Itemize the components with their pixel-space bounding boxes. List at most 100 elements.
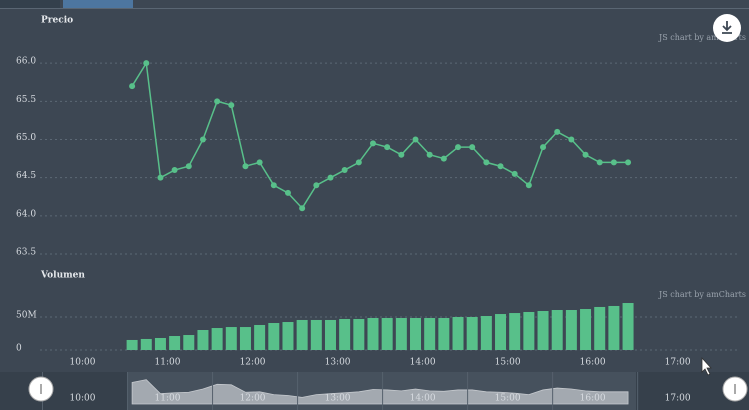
volume-bar	[324, 319, 336, 350]
x-tick-label: 11:00	[155, 358, 181, 368]
volume-bar	[154, 337, 166, 350]
price-point	[483, 159, 490, 166]
navigator-tick-label: 10:00	[70, 394, 96, 404]
tab[interactable]	[0, 0, 60, 8]
price-point	[426, 151, 433, 158]
x-tick-label: 14:00	[410, 358, 436, 368]
y-tick-label: 65.5	[16, 95, 36, 105]
volume-bar	[509, 313, 521, 350]
x-tick-label: 13:00	[325, 358, 351, 368]
download-button[interactable]	[713, 14, 741, 42]
credit: JS chart by amCharts	[658, 290, 746, 299]
volume-bar	[126, 339, 138, 350]
volume-bar	[452, 317, 464, 350]
price-point	[313, 182, 320, 189]
price-point	[284, 189, 291, 196]
volume-bar	[197, 330, 209, 350]
volume-bar	[523, 311, 535, 350]
volume-bar	[310, 319, 322, 350]
volume-bar	[296, 319, 308, 350]
price-point	[440, 155, 447, 162]
volume-bar	[353, 318, 365, 350]
navigator-tick-label: 12:00	[240, 394, 266, 404]
volume-bar	[381, 317, 393, 350]
volume-bar	[211, 328, 223, 350]
price-point	[341, 167, 348, 174]
navigator-tick-label: 16:00	[580, 394, 606, 404]
volume-bar	[551, 310, 563, 350]
volume-bar	[339, 318, 351, 350]
y-tick-label: 63.5	[16, 248, 36, 258]
y-tick-label: 0	[16, 344, 22, 354]
credit: JS chart by amCharts	[658, 33, 746, 42]
price-point	[455, 144, 462, 151]
price-point	[568, 136, 575, 143]
y-tick-label: 64.0	[16, 209, 36, 219]
price-point	[369, 140, 376, 147]
price-point	[355, 159, 362, 166]
price-point	[511, 170, 518, 177]
panel-title: Volumen	[40, 271, 85, 281]
price-point	[525, 182, 532, 189]
price-point	[469, 144, 476, 151]
volume-bar	[495, 314, 507, 350]
price-point	[540, 144, 547, 151]
volume-bar	[565, 310, 577, 350]
navigator-handle[interactable]	[722, 376, 748, 402]
price-point	[384, 144, 391, 151]
volume-bar	[169, 336, 181, 350]
volume-bar	[410, 317, 422, 350]
price-point	[398, 151, 405, 158]
panel-title: Precio	[41, 16, 73, 26]
y-tick-label: 50M	[16, 311, 37, 321]
price-point	[554, 128, 561, 135]
volume-bar	[424, 317, 436, 350]
volume-bar	[537, 310, 549, 350]
price-point	[242, 163, 249, 170]
x-tick-label: 15:00	[495, 358, 521, 368]
volume-bar	[183, 335, 195, 350]
price-point	[625, 159, 632, 166]
navigator-area	[131, 379, 629, 405]
navigator-tick-label: 11:00	[155, 394, 181, 404]
volume-bar	[282, 322, 294, 350]
y-tick-label: 64.5	[16, 171, 36, 181]
price-point	[171, 167, 178, 174]
x-tick-label: 12:00	[240, 358, 266, 368]
tab-active[interactable]	[63, 0, 133, 8]
volume-bar	[225, 327, 237, 350]
volume-bar	[367, 317, 379, 350]
price-point	[185, 163, 192, 170]
price-point	[228, 102, 235, 109]
price-point	[143, 60, 150, 67]
navigator-tick-label: 13:00	[325, 394, 351, 404]
price-point	[327, 174, 334, 181]
volume-bar	[438, 317, 450, 350]
navigator-tick-label: 15:00	[495, 394, 521, 404]
volume-bar	[254, 324, 266, 350]
volume-bar	[580, 309, 592, 350]
price-point	[256, 159, 263, 166]
navigator-tick-label: 17:00	[665, 394, 691, 404]
price-point	[270, 182, 277, 189]
volume-bar	[480, 316, 492, 350]
price-point	[497, 163, 504, 170]
navigator-handle[interactable]	[28, 376, 54, 402]
volume-bar	[594, 306, 606, 350]
price-point	[157, 174, 164, 181]
y-tick-label: 66.0	[16, 57, 36, 67]
volume-bar	[395, 317, 407, 350]
y-tick-label: 65.0	[16, 133, 36, 143]
price-point	[596, 159, 603, 166]
price-point	[129, 83, 136, 90]
price-point	[610, 159, 617, 166]
volume-bar	[466, 317, 478, 350]
price-point	[582, 151, 589, 158]
price-point	[214, 98, 221, 105]
x-tick-label: 16:00	[580, 358, 606, 368]
x-tick-label: 17:00	[665, 358, 691, 368]
volume-bar	[140, 338, 152, 350]
price-point	[299, 205, 306, 212]
